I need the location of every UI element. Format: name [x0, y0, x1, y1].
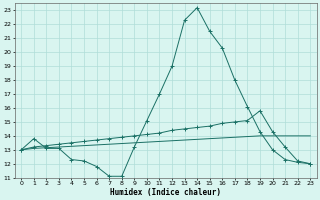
X-axis label: Humidex (Indice chaleur): Humidex (Indice chaleur): [110, 188, 221, 197]
